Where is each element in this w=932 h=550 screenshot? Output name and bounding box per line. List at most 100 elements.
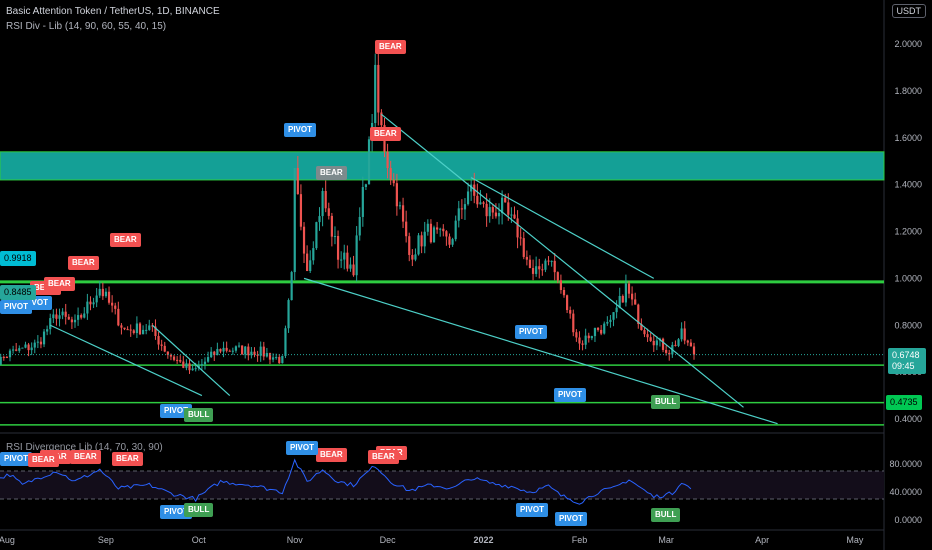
candle-body [117, 308, 120, 326]
candle-body [600, 329, 603, 334]
chart-title: Basic Attention Token / TetherUS, 1D, BI… [6, 6, 220, 17]
candle-body [290, 272, 293, 301]
candle-body [46, 329, 49, 332]
candle-body [615, 307, 618, 313]
candle-body [593, 327, 597, 337]
candle-body [247, 346, 250, 356]
candle-body [411, 254, 414, 260]
candle-body [253, 351, 256, 355]
candle-body [528, 259, 532, 269]
candle-body [553, 260, 556, 273]
candle-body [15, 349, 18, 351]
candle-body [92, 302, 95, 305]
candle-body [566, 295, 569, 311]
candle-body [423, 231, 426, 247]
candle-body [355, 235, 358, 276]
candle-body [501, 197, 504, 214]
candle-body [556, 272, 559, 281]
last-price-badge: 0.6748 09:45 [888, 348, 926, 374]
candle-body [11, 349, 15, 351]
signal-bear-tag: BEAR [375, 40, 406, 54]
candle-body [426, 223, 429, 232]
indicator-label[interactable]: RSI Div - Lib (14, 90, 60, 55, 40, 15) [6, 21, 167, 32]
candle-body [618, 296, 621, 308]
candle-body [114, 305, 117, 309]
candle-body [80, 315, 83, 318]
lower-indicator-label[interactable]: RSI Divergence Lib (14, 70, 30, 90) [6, 442, 163, 453]
candle-body [584, 335, 587, 345]
candle-body [278, 357, 281, 364]
candle-body [504, 197, 507, 203]
signal-bear-tag: BEAR [68, 256, 99, 270]
candle-body [312, 248, 315, 261]
candle-body [145, 329, 148, 331]
candle-body [510, 214, 513, 216]
candle-body [111, 302, 114, 306]
price-tick-label: 1.2000 [894, 227, 922, 237]
candle-body [550, 260, 553, 262]
candle-body [219, 348, 222, 352]
candle-body [621, 296, 624, 303]
trend-line [151, 324, 231, 397]
candle-body [120, 325, 123, 328]
candle-body [494, 212, 498, 217]
candle-body [306, 253, 309, 271]
candle-body [432, 227, 436, 243]
candle-body [581, 343, 584, 345]
candle-body [665, 349, 668, 353]
candle-body [454, 220, 457, 240]
candle-body [55, 314, 58, 319]
candle-body [420, 235, 423, 247]
time-tick-label: Dec [380, 535, 397, 545]
price-tick-label: 0.4000 [894, 414, 922, 424]
candle-body [587, 335, 590, 339]
candle-body [293, 168, 296, 273]
candle-body [535, 266, 538, 274]
candle-body [436, 227, 439, 230]
candle-body [336, 236, 340, 260]
candle-body [630, 293, 634, 300]
candle-body [386, 151, 389, 169]
candle-body [101, 288, 104, 297]
candle-body [562, 289, 566, 296]
rsi-signal-pivot-tag: PIVOT [555, 512, 588, 526]
rsi-tick-label: 40.0000 [889, 487, 922, 497]
time-tick-label: Apr [755, 535, 769, 545]
currency-button[interactable]: USDT [891, 4, 926, 18]
last-price-value: 0.6748 [892, 350, 920, 360]
trend-line [470, 177, 655, 279]
candle-body [392, 179, 395, 184]
candle-body [169, 354, 173, 357]
resistance-zone [0, 151, 885, 181]
candle-body [89, 301, 92, 305]
candle-body [531, 268, 535, 274]
candle-body [405, 221, 408, 237]
candle-body [330, 215, 333, 237]
candle-body [231, 350, 234, 352]
candle-body [234, 346, 238, 351]
candle-body [677, 339, 680, 346]
time-tick-label: Nov [287, 535, 304, 545]
candle-body [519, 237, 522, 239]
candle-body [358, 216, 361, 236]
candle-body [135, 323, 138, 334]
candle-body [256, 354, 259, 356]
candle-body [627, 283, 631, 294]
candle-body [463, 204, 467, 210]
signal-bull-tag: BULL [184, 408, 214, 422]
rsi-signal-bear-tag: BEAR [368, 450, 399, 464]
rsi-tick-label: 0.0000 [894, 515, 922, 525]
candle-body [380, 112, 383, 126]
candle-body [578, 337, 581, 344]
candle-body [86, 301, 89, 314]
time-tick-label: Mar [658, 535, 674, 545]
candle-body [367, 139, 371, 185]
candle-body [364, 184, 368, 187]
candle-body [522, 238, 525, 257]
candle-body [572, 313, 575, 333]
candle-body [141, 329, 145, 335]
candle-body [98, 288, 101, 296]
candle-body [200, 364, 203, 366]
candle-body [21, 347, 24, 349]
